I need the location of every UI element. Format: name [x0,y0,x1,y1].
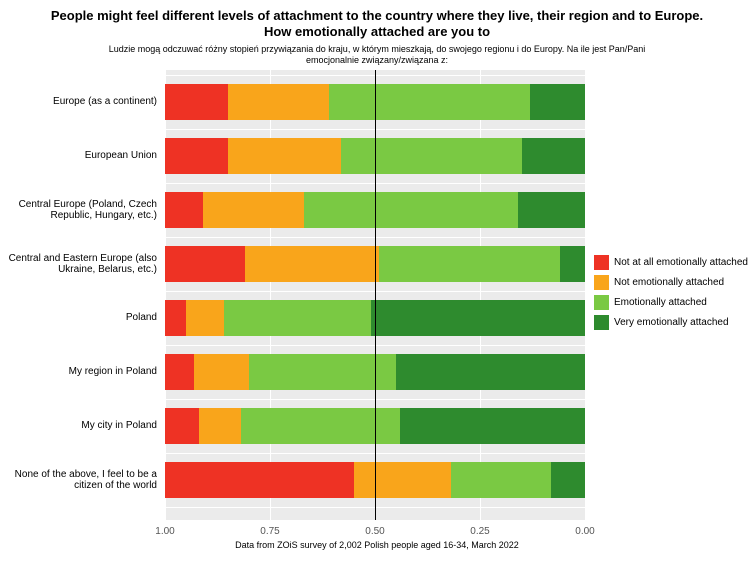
bar-segment-attached [249,354,396,390]
x-tick-label: 0.50 [365,526,384,537]
bar-segment-attached [241,408,401,444]
bar-segment-not_at_all [165,408,199,444]
legend: Not at all emotionally attached Not emoti… [594,250,748,335]
bar-segment-very [371,300,585,336]
bar-segment-very [518,192,585,228]
bar-segment-not_at_all [165,462,354,498]
bar-segment-not [245,246,379,282]
bar-segment-very [522,138,585,174]
chart-title: People might feel different levels of at… [50,8,704,41]
gridline-v [585,70,586,520]
y-axis-label: European Union [7,144,157,168]
bar-segment-not [186,300,224,336]
bar-segment-not_at_all [165,138,228,174]
legend-label: Not emotionally attached [614,277,724,288]
x-tick-label: 0.00 [575,526,594,537]
legend-swatch [594,295,609,310]
legend-item: Very emotionally attached [594,315,748,330]
bar-segment-not [199,408,241,444]
reference-line [375,70,376,520]
bar-segment-attached [304,192,518,228]
y-axis-label: None of the above, I feel to be a citize… [7,468,157,492]
bar-segment-attached [379,246,560,282]
legend-label: Emotionally attached [614,297,707,308]
legend-swatch [594,315,609,330]
bar-segment-very [551,462,585,498]
legend-label: Very emotionally attached [614,317,729,328]
legend-item: Not emotionally attached [594,275,748,290]
bar-segment-not [354,462,451,498]
y-axis-label: My region in Poland [7,360,157,384]
y-axis-label: Central Europe (Poland, Czech Republic, … [7,198,157,222]
chart-subtitle: Ludzie mogą odczuwać różny stopień przyw… [90,44,664,66]
bar-segment-not_at_all [165,300,186,336]
bar-segment-attached [329,84,531,120]
plot-panel [165,70,585,520]
legend-swatch [594,275,609,290]
bar-segment-not_at_all [165,246,245,282]
y-axis-label: Central and Eastern Europe (also Ukraine… [7,252,157,276]
bar-segment-attached [224,300,371,336]
bar-segment-attached [451,462,552,498]
y-axis-label: My city in Poland [7,414,157,438]
bar-segment-attached [341,138,522,174]
bar-segment-not [228,138,341,174]
bar-segment-very [400,408,585,444]
bar-segment-very [396,354,585,390]
bar-segment-not [228,84,329,120]
y-axis-label: Poland [7,306,157,330]
x-tick-label: 1.00 [155,526,174,537]
legend-label: Not at all emotionally attached [614,257,748,268]
legend-item: Not at all emotionally attached [594,255,748,270]
bar-segment-very [530,84,585,120]
x-tick-label: 0.25 [470,526,489,537]
bar-segment-not_at_all [165,84,228,120]
bar-segment-not_at_all [165,354,194,390]
legend-swatch [594,255,609,270]
chart-caption: Data from ZOiS survey of 2,002 Polish pe… [0,540,754,550]
legend-item: Emotionally attached [594,295,748,310]
bar-segment-not_at_all [165,192,203,228]
x-tick-label: 0.75 [260,526,279,537]
y-axis-label: Europe (as a continent) [7,90,157,114]
bar-segment-very [560,246,585,282]
bar-segment-not [203,192,304,228]
bar-segment-not [194,354,249,390]
